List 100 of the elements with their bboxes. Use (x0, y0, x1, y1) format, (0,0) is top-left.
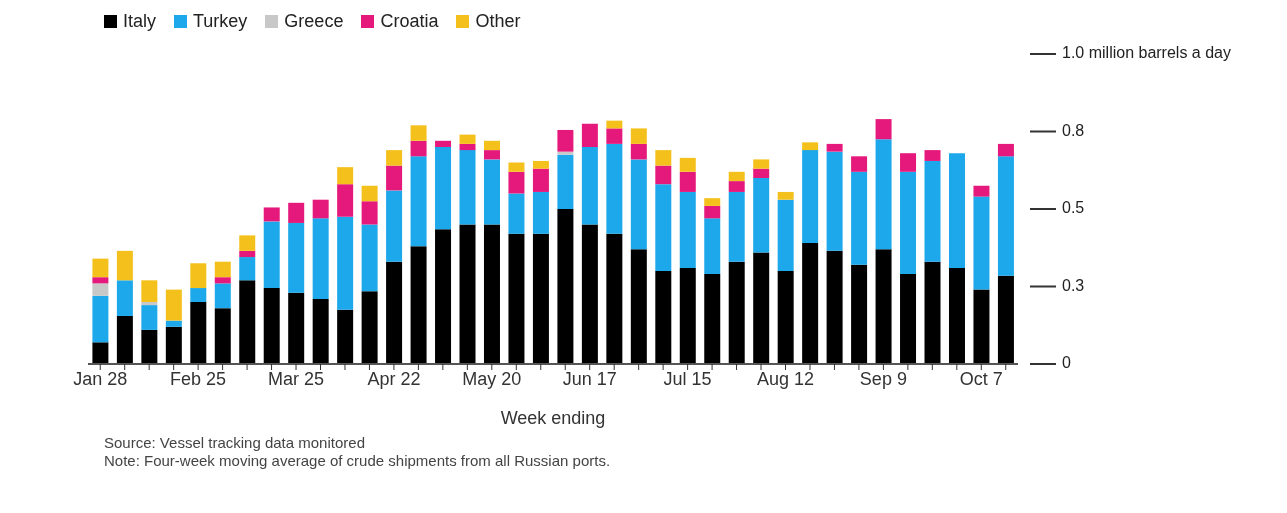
bar (239, 280, 256, 364)
bar (851, 171, 868, 265)
bar (826, 151, 843, 251)
bar (386, 150, 403, 166)
bar (141, 280, 158, 302)
bar (557, 154, 574, 209)
bar (557, 151, 574, 155)
bar (581, 224, 598, 364)
bar (581, 123, 598, 147)
x-tick-label: Aug 12 (756, 368, 815, 389)
bar (973, 196, 990, 290)
bar (753, 252, 770, 364)
bar (606, 143, 623, 234)
bar (508, 171, 525, 194)
bar (900, 153, 917, 172)
bar (655, 184, 672, 271)
bar (190, 302, 207, 364)
bar (606, 128, 623, 144)
bar (214, 283, 231, 309)
bar (704, 218, 721, 275)
bar (288, 202, 305, 223)
bar (851, 156, 868, 172)
bar (753, 159, 770, 169)
bar (679, 267, 696, 364)
bar (606, 120, 623, 129)
bar (973, 185, 990, 197)
bar (361, 201, 378, 225)
bar (92, 342, 109, 364)
bar (924, 150, 941, 161)
x-tick-label: Jan 28 (73, 368, 128, 389)
x-tick-label: Jun 17 (562, 368, 617, 389)
bar (655, 150, 672, 166)
bar (973, 289, 990, 364)
bar (337, 216, 354, 310)
bar (165, 320, 182, 327)
legend-label: Other (474, 9, 521, 33)
bar (141, 302, 158, 306)
bar (214, 277, 231, 284)
bar (337, 184, 354, 217)
bar (924, 160, 941, 262)
bar (532, 191, 549, 234)
x-tick-label: Jul 15 (663, 368, 712, 389)
bar (826, 250, 843, 364)
bar (116, 315, 133, 364)
bar (92, 277, 109, 284)
bar (165, 326, 182, 364)
bar (728, 261, 745, 364)
bar (92, 258, 109, 278)
bar (410, 156, 427, 247)
bar (900, 171, 917, 275)
bar (753, 168, 770, 178)
bar (704, 198, 721, 206)
y-tick-label: 0 (1062, 354, 1071, 372)
bar (435, 147, 452, 230)
bar (508, 193, 525, 234)
bar (948, 153, 965, 268)
bar (875, 119, 892, 140)
bar (141, 305, 158, 330)
y-tick-label: 0.5 (1062, 199, 1085, 217)
bar (288, 292, 305, 364)
bar (459, 134, 476, 144)
bar (679, 191, 696, 268)
bar (92, 283, 109, 296)
bar (361, 224, 378, 292)
bar (728, 171, 745, 182)
bar (190, 288, 207, 302)
bar (410, 125, 427, 141)
bar (459, 143, 476, 151)
bar (630, 143, 647, 160)
bar (435, 229, 452, 364)
bar (997, 156, 1014, 276)
bar (141, 329, 158, 364)
bar (459, 150, 476, 225)
bar (728, 191, 745, 262)
bar (288, 222, 305, 293)
bar (532, 168, 549, 192)
bar (263, 288, 280, 364)
bar (532, 233, 549, 364)
bar (239, 235, 256, 251)
bar (263, 207, 280, 222)
bar (997, 143, 1014, 157)
bar (753, 178, 770, 253)
bar (728, 181, 745, 192)
bar (802, 243, 819, 364)
bar (630, 159, 647, 250)
bar (239, 257, 256, 281)
x-tick-label: Apr 22 (367, 368, 421, 389)
bar (165, 289, 182, 321)
bar (386, 190, 403, 262)
bar (483, 224, 500, 364)
bar (361, 291, 378, 364)
bar (312, 199, 329, 219)
bar (361, 185, 378, 202)
text: Note: Four-week moving average of crude shipments from all Russian ports. (104, 452, 612, 470)
bar (777, 199, 794, 271)
source-note: Source: Vessel tracking data monitored (104, 434, 366, 452)
bar (581, 147, 598, 225)
bar (802, 142, 819, 151)
bar (508, 233, 525, 364)
bar (532, 160, 549, 169)
